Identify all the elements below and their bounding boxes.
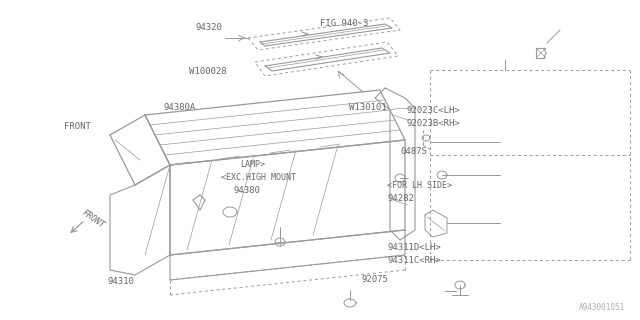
Text: 0487S: 0487S <box>400 148 427 156</box>
Text: LAMP>: LAMP> <box>240 160 265 169</box>
Text: FIG.940-3: FIG.940-3 <box>320 19 369 28</box>
Text: 92023B<RH>: 92023B<RH> <box>406 119 460 128</box>
Text: 94320: 94320 <box>195 23 222 32</box>
Text: 94380A: 94380A <box>163 103 195 112</box>
Text: W100028: W100028 <box>189 68 227 76</box>
Text: FRONT: FRONT <box>64 122 91 131</box>
Text: W130101: W130101 <box>349 103 387 112</box>
Text: A943001051: A943001051 <box>579 303 625 312</box>
Text: <FOR LH SIDE>: <FOR LH SIDE> <box>387 181 452 190</box>
Text: 94311D<LH>: 94311D<LH> <box>387 244 441 252</box>
Text: <EXC.HIGH MOUNT: <EXC.HIGH MOUNT <box>221 173 296 182</box>
Text: 94310: 94310 <box>108 277 134 286</box>
Text: 92075: 92075 <box>362 276 388 284</box>
Text: 92023C<LH>: 92023C<LH> <box>406 106 460 115</box>
Text: 94311C<RH>: 94311C<RH> <box>387 256 441 265</box>
Text: 94282: 94282 <box>387 194 414 203</box>
Text: 94380: 94380 <box>234 186 260 195</box>
Text: FRONT: FRONT <box>80 208 106 230</box>
